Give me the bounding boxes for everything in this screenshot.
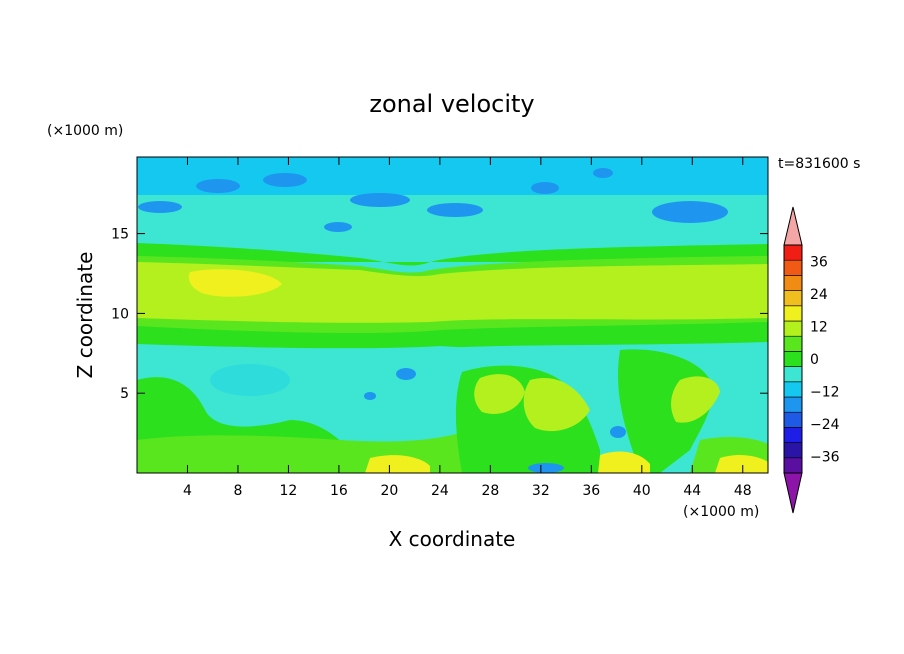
blue-patch-7 — [652, 201, 728, 223]
colorbar-tick-label: 0 — [810, 352, 819, 368]
colorbar-segment — [783, 275, 803, 291]
colorbar-tick-label: 12 — [810, 319, 828, 335]
lower-lightcyan-patch — [210, 364, 290, 396]
colorbar-frame — [783, 244, 803, 474]
x-unit-label: (×1000 m) — [683, 504, 759, 520]
x-tick-label: 8 — [233, 483, 242, 499]
x-axis-label: X coordinate — [389, 527, 516, 551]
x-tick-label: 4 — [183, 483, 192, 499]
lower-yg-cell-2 — [523, 378, 590, 432]
time-label: t=831600 s — [778, 156, 860, 172]
x-tick-label: 36 — [582, 483, 600, 499]
x-tick-label: 20 — [380, 483, 398, 499]
lower-blue-patch-3 — [528, 463, 564, 473]
jet-core-yellow — [188, 269, 282, 297]
colorbar-segment — [783, 351, 803, 367]
plot-frame — [136, 156, 769, 474]
y-tick-label: 15 — [111, 227, 129, 243]
x-tick-label: 24 — [431, 483, 449, 499]
colorbar-segment — [783, 411, 803, 428]
band-mid-green — [137, 322, 768, 350]
lower-blue-patch-4 — [610, 426, 626, 438]
y-tick-label: 10 — [111, 306, 129, 322]
x-tick-label: 28 — [481, 483, 499, 499]
blue-patch-4 — [350, 193, 410, 207]
y-axis-label: Z coordinate — [73, 252, 97, 379]
blue-patch-8 — [324, 222, 352, 232]
x-tick-label: 40 — [633, 483, 651, 499]
x-tick-label: 44 — [683, 483, 701, 499]
colorbar-segment — [783, 335, 803, 352]
band-top — [137, 157, 768, 197]
blue-patch-9 — [593, 168, 613, 178]
colorbar-segment — [783, 305, 803, 322]
colorbar-segment — [783, 381, 803, 398]
colorbar-under-triangle — [783, 472, 803, 514]
lower-yg-cell-3 — [671, 376, 720, 423]
blue-patch-5 — [427, 203, 483, 217]
colorbar-segment — [783, 259, 803, 276]
lower-yg-cell-1 — [474, 374, 525, 414]
colorbar-tick-label: −36 — [810, 450, 840, 466]
colorbar-segment — [783, 366, 803, 383]
y-unit-label: (×1000 m) — [47, 123, 123, 139]
colorbar-segment — [783, 396, 803, 413]
colorbar-segment — [783, 427, 803, 443]
lower-blue-patch-1 — [396, 368, 416, 380]
x-tick-label: 48 — [734, 483, 752, 499]
colorbar-segment — [783, 290, 803, 307]
surface-yellow-2 — [598, 451, 650, 473]
colorbar-tick-label: 36 — [810, 254, 828, 270]
y-axis: 5 10 15 — [111, 227, 768, 402]
surface-yellow-1 — [365, 455, 430, 473]
band-jet-yellowgreen — [137, 262, 768, 323]
y-tick-label: 5 — [120, 386, 129, 402]
blue-patch-6 — [531, 182, 559, 194]
blue-patch-1 — [196, 179, 240, 193]
blue-patch-3 — [138, 201, 182, 213]
colorbar-segment — [783, 457, 803, 474]
blue-patch-2 — [263, 173, 307, 187]
colorbar-tick-label: −24 — [810, 417, 840, 433]
colorbar: 36 24 12 0 −12 −24 −36 — [783, 206, 840, 514]
colorbar-over-triangle — [783, 206, 803, 246]
x-tick-label: 32 — [532, 483, 550, 499]
x-tick-label: 16 — [330, 483, 348, 499]
x-axis: 4 8 12 16 20 24 28 32 36 40 44 48 — [183, 157, 752, 499]
colorbar-segment — [783, 442, 803, 459]
lower-blue-patch-2 — [364, 392, 376, 400]
surface-yellow-3 — [715, 455, 768, 473]
x-tick-label: 12 — [280, 483, 298, 499]
chart-title: zonal velocity — [369, 90, 534, 118]
colorbar-segment — [783, 244, 803, 261]
colorbar-tick-label: 24 — [810, 287, 828, 303]
plot-area — [137, 157, 768, 473]
colorbar-tick-label: −12 — [810, 385, 840, 401]
colorbar-segment — [783, 320, 803, 337]
